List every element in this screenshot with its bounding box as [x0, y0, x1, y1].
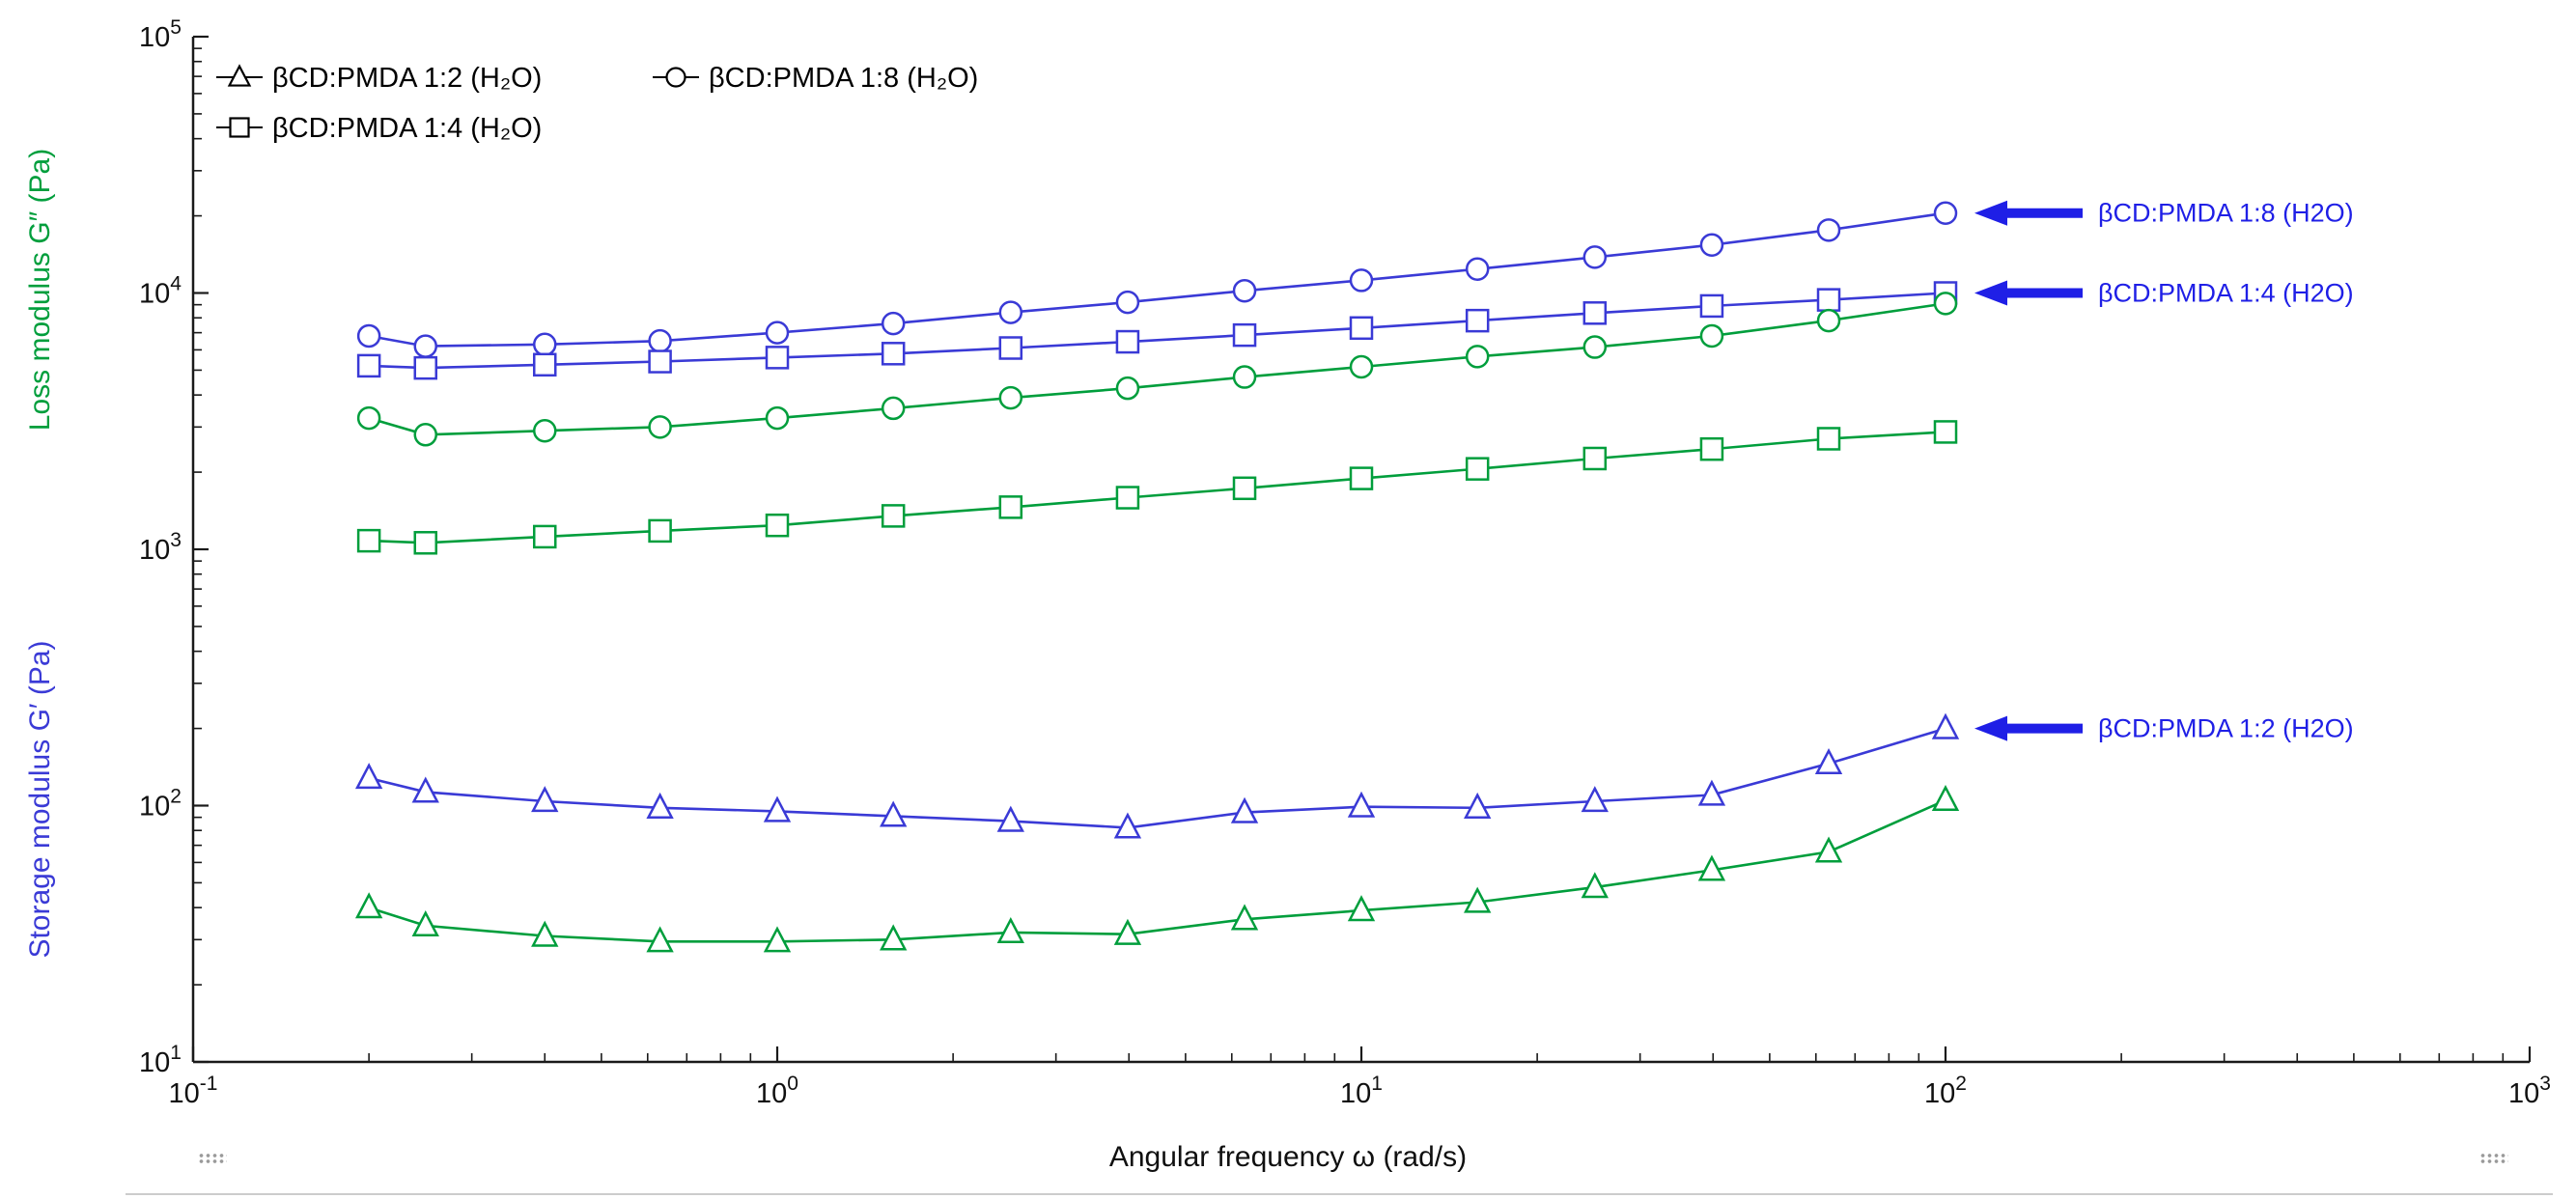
arrow-icon [1974, 200, 2083, 226]
tick-label: 104 [139, 273, 182, 310]
legend-label: βCD:PMDA 1:4 (H₂O) [272, 113, 542, 144]
series-g-prime-1-4 [356, 281, 1958, 380]
annotation-label: βCD:PMDA 1:8 (H2O) [2098, 199, 2354, 228]
tick-label: 100 [756, 1073, 798, 1109]
annotation-label: βCD:PMDA 1:2 (H2O) [2098, 714, 2354, 743]
series-g-dbl-prime-1-4 [356, 420, 1958, 555]
annotation-g-prime-1-2: βCD:PMDA 1:2 (H2O) [1974, 714, 2354, 743]
arrow-icon [1974, 280, 2083, 306]
tick-label: 101 [1340, 1073, 1383, 1109]
series-g-prime-1-8 [356, 201, 1958, 358]
legend: βCD:PMDA 1:2 (H₂O) βCD:PMDA 1:8 (H₂O) βCD:… [216, 63, 978, 144]
legend-entry: βCD:PMDA 1:8 (H₂O) [653, 63, 978, 94]
page-artifact-dots-left [198, 1153, 227, 1165]
legend-entry: βCD:PMDA 1:2 (H₂O) [216, 63, 542, 94]
series-g-dbl-prime-1-8 [356, 292, 1958, 447]
y-axis-label-storage-modulus: Storage modulus G′ (Pa) [24, 640, 56, 959]
legend-entry: βCD:PMDA 1:4 (H₂O) [216, 113, 542, 144]
legend-label: βCD:PMDA 1:2 (H₂O) [272, 63, 542, 94]
tick-label: 10-1 [169, 1073, 218, 1109]
x-axis-label: Angular frequency ω (rad/s) [1108, 1141, 1468, 1173]
tick-label: 103 [139, 529, 182, 566]
legend-label: βCD:PMDA 1:8 (H₂O) [709, 63, 978, 94]
page-artifact-dots-right [2479, 1153, 2508, 1165]
annotation-label: βCD:PMDA 1:4 (H2O) [2098, 279, 2354, 308]
series-g-dbl-prime-1-2 [354, 784, 1960, 953]
annotation-g-prime-1-4: βCD:PMDA 1:4 (H2O) [1974, 279, 2354, 308]
arrow-icon [1974, 715, 2083, 741]
tick-label: 103 [2508, 1073, 2551, 1109]
series-g-prime-1-2 [354, 712, 1960, 839]
tick-label: 101 [139, 1042, 182, 1078]
tick-label: 105 [139, 16, 182, 53]
axes: 10-1 100 101 102 103 101 102 103 104 105 [139, 16, 2551, 1109]
tick-label: 102 [1924, 1073, 1967, 1109]
tick-label: 102 [139, 786, 182, 823]
page-artifact-rule [126, 1193, 2553, 1195]
annotation-g-prime-1-8: βCD:PMDA 1:8 (H2O) [1974, 199, 2354, 228]
y-axis-label-loss-modulus: Loss modulus G″ (Pa) [24, 148, 56, 432]
